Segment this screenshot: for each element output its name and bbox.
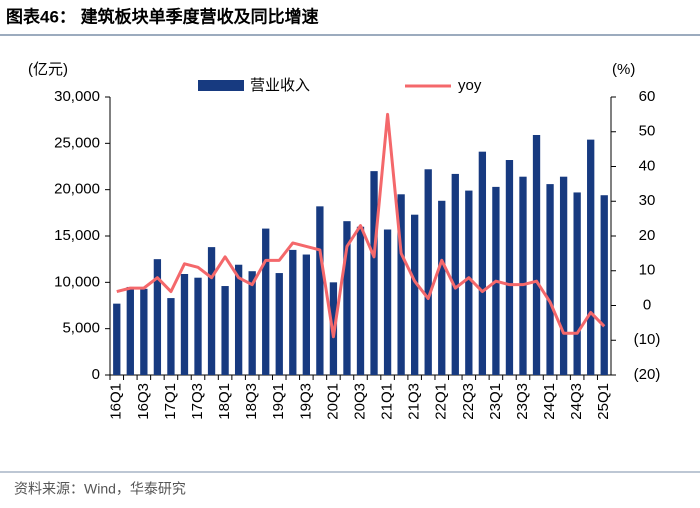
bar	[126, 286, 134, 375]
y2-tick-label: 50	[639, 123, 656, 140]
legend-label: 营业收入	[250, 77, 310, 94]
x-tick-label: 22Q3	[460, 383, 477, 420]
bar	[356, 226, 365, 375]
bar	[234, 264, 243, 375]
legend-label: yoy	[458, 77, 482, 94]
x-tick-label: 24Q1	[541, 383, 558, 420]
bar	[207, 247, 216, 375]
bar	[275, 273, 283, 375]
y-tick-label: 5,000	[62, 320, 100, 337]
y-tick-label: 20,000	[54, 181, 100, 198]
line	[116, 112, 606, 339]
x-tick-label: 22Q1	[433, 383, 450, 420]
bar	[559, 176, 568, 375]
y2-tick-label: 0	[643, 296, 651, 313]
y2-tick-label: 10	[639, 262, 656, 279]
bar	[316, 206, 324, 375]
bar	[600, 195, 608, 375]
bar	[519, 176, 527, 375]
bar	[113, 303, 121, 375]
bar	[289, 249, 297, 375]
x-tick-label: 21Q3	[406, 383, 423, 420]
y2-tick-label: 20	[639, 227, 656, 244]
bar	[451, 173, 459, 375]
x-tick-label: 23Q3	[514, 383, 531, 420]
x-tick-label: 21Q1	[379, 383, 396, 420]
bar	[262, 228, 270, 375]
bar	[478, 151, 487, 375]
bar	[370, 171, 378, 375]
x-tick-label: 24Q3	[568, 383, 585, 420]
x-tick-label: 20Q1	[324, 383, 341, 420]
bar	[302, 254, 310, 375]
bar	[194, 277, 202, 375]
chart-title: 图表46： 建筑板块单季度营收及同比增速	[6, 6, 319, 26]
bar	[167, 298, 175, 375]
bar	[411, 214, 419, 375]
bar	[532, 134, 541, 375]
bar	[424, 169, 432, 375]
bar	[465, 190, 473, 375]
legend-swatch	[198, 80, 244, 91]
y-tick-label: 25,000	[54, 134, 100, 151]
bar	[546, 184, 554, 375]
bar	[248, 271, 256, 375]
y2-tick-label: 30	[639, 192, 656, 209]
y-tick-label: 30,000	[54, 88, 100, 105]
x-tick-label: 16Q3	[135, 383, 152, 420]
bar	[397, 194, 405, 375]
bar	[573, 192, 581, 375]
bar	[438, 200, 446, 375]
bar	[587, 139, 595, 375]
bar	[140, 288, 148, 375]
bar	[505, 160, 514, 375]
source: 资料来源：Wind，华泰研究	[14, 481, 186, 497]
bar	[383, 229, 392, 375]
bar	[221, 286, 229, 375]
y-tick-label: 15,000	[54, 227, 100, 244]
y-tick-label: 10,000	[54, 273, 100, 290]
x-tick-label: 23Q1	[487, 383, 504, 420]
bar	[153, 259, 162, 375]
x-tick-label: 17Q3	[189, 383, 206, 420]
bar	[180, 273, 189, 375]
x-tick-label: 18Q3	[243, 383, 260, 420]
y2-tick-label: (20)	[634, 366, 661, 383]
y2-axis-label: (%)	[612, 61, 635, 78]
x-tick-label: 16Q1	[108, 383, 125, 420]
y-axis-label: (亿元)	[28, 61, 68, 78]
x-tick-label: 20Q3	[351, 383, 368, 420]
y2-tick-label: 60	[639, 88, 656, 105]
y2-tick-label: (10)	[634, 331, 661, 348]
x-tick-label: 25Q1	[595, 383, 612, 420]
x-tick-label: 19Q1	[270, 383, 287, 420]
y-tick-label: 0	[92, 366, 100, 383]
y2-tick-label: 40	[639, 157, 656, 174]
x-tick-label: 18Q1	[216, 383, 233, 420]
bar	[343, 221, 351, 375]
x-tick-label: 19Q3	[297, 383, 314, 420]
x-tick-label: 17Q1	[162, 383, 179, 420]
